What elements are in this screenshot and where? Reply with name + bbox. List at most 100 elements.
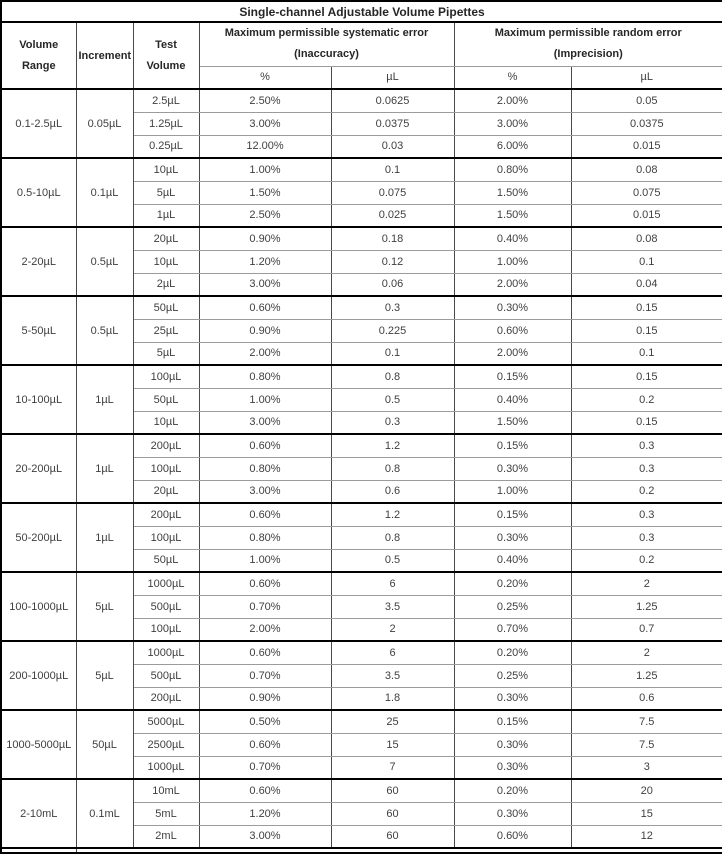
random-ul-cell: 0.08: [570, 157, 722, 182]
table-row: 0.1-2.5µL 0.05µL 2.5µL 2.50% 0.0625 2.00% 0.05: [0, 88, 722, 159]
systematic-pct-cell: 1.00%: [198, 548, 332, 573]
test-volume-cell: 1µL: [132, 203, 200, 228]
random-ul-cell: 0.1: [570, 249, 722, 274]
random-ul-cell: 0.3: [570, 525, 722, 550]
systematic-pct-cell: 0.60%: [198, 571, 332, 596]
random-pct-cell: 0.15%: [453, 433, 572, 458]
increment-cell: 0.1µL: [75, 157, 134, 228]
table-row: 100-1000µL 5µL 1000µL 0.60% 6 0.20% 2: [0, 571, 722, 642]
random-ul-cell: 0.04: [570, 272, 722, 297]
systematic-ul-cell: 0.06: [330, 272, 455, 297]
systematic-ul-cell: 0.225: [330, 318, 455, 343]
systematic-ul-cell: 3.5: [330, 663, 455, 688]
table-row: 1µL 2.50% 0.025 1.50% 0.015: [1, 203, 722, 228]
test-volume-cell: 20µL: [132, 226, 200, 251]
random-pct-cell: 0.40%: [453, 387, 572, 412]
increment-cell: 1µL: [75, 364, 134, 435]
random-pct-cell: 0.15%: [453, 364, 572, 389]
random-pct-cell: 0.30%: [453, 686, 572, 711]
table-row: 2-20µL 0.5µL 20µL 0.90% 0.18 0.40% 0.08: [0, 226, 722, 297]
table-body: 0.1-2.5µL 0.05µL 2.5µL 2.50% 0.0625 2.00% 0.05…: [0, 88, 722, 849]
table-row: 5µL 1.50% 0.075 1.50% 0.075: [1, 180, 722, 205]
table-row: 0.5-10µL 0.1µL 10µL 1.00% 0.1 0.80% 0.08: [0, 157, 722, 228]
cutoff-cell-volume-range: [0, 847, 77, 853]
random-pct-cell: 0.15%: [453, 502, 572, 527]
systematic-ul-cell: 1.8: [330, 686, 455, 711]
random-ul-cell: 0.7: [570, 617, 722, 642]
subheader-row: % µL % µL: [1, 65, 722, 90]
test-volume-cell: 20µL: [132, 479, 200, 504]
header-row: Volume Range Increment Test Volume Maxim…: [0, 21, 722, 90]
cutoff-cell-rest: [75, 847, 722, 853]
systematic-pct-cell: 0.50%: [198, 709, 332, 734]
table-row: 25µL 0.90% 0.225 0.60% 0.15: [1, 318, 722, 343]
increment-cell: 5µL: [75, 571, 134, 642]
volume-range-cell: 50-200µL: [0, 502, 77, 573]
test-volume-cell: 100µL: [132, 617, 200, 642]
systematic-pct-cell: 0.60%: [198, 433, 332, 458]
systematic-pct-cell: 12.00%: [198, 134, 332, 159]
col-header-test-volume-line1: Test: [155, 38, 177, 51]
table-row: 200-1000µL 5µL 1000µL 0.60% 6 0.20% 2: [0, 640, 722, 711]
table-row: 50µL 1.00% 0.5 0.40% 0.2: [1, 387, 722, 412]
volume-range-cell: 2-20µL: [0, 226, 77, 297]
systematic-pct-cell: 1.20%: [198, 249, 332, 274]
random-pct-cell: 6.00%: [453, 134, 572, 159]
random-ul-cell: 2: [570, 640, 722, 665]
random-ul-cell: 0.0375: [570, 111, 722, 136]
random-pct-cell: 1.00%: [453, 249, 572, 274]
systematic-ul-cell: 7: [330, 755, 455, 780]
random-ul-cell: 0.1: [570, 341, 722, 366]
col-header-systematic-error-line2: (Inaccuracy): [294, 48, 359, 61]
random-ul-cell: 2: [570, 571, 722, 596]
table-row: 100µL 2.00% 2 0.70% 0.7: [1, 617, 722, 642]
random-pct-cell: 1.50%: [453, 180, 572, 205]
random-pct-cell: 0.30%: [453, 801, 572, 826]
table-row: 0.25µL 12.00% 0.03 6.00% 0.015: [1, 134, 722, 159]
test-volume-cell: 2mL: [132, 824, 200, 849]
random-ul-cell: 7.5: [570, 709, 722, 734]
table-row: 5mL 1.20% 60 0.30% 15: [1, 801, 722, 826]
random-pct-cell: 0.60%: [453, 824, 572, 849]
systematic-pct-cell: 0.70%: [198, 663, 332, 688]
random-pct-cell: 0.20%: [453, 640, 572, 665]
random-ul-cell: 0.015: [570, 134, 722, 159]
random-pct-cell: 2.00%: [453, 272, 572, 297]
systematic-pct-cell: 1.20%: [198, 801, 332, 826]
test-volume-cell: 5µL: [132, 341, 200, 366]
random-pct-cell: 0.20%: [453, 778, 572, 803]
random-pct-cell: 0.30%: [453, 755, 572, 780]
random-ul-cell: 0.15: [570, 410, 722, 435]
random-ul-cell: 3: [570, 755, 722, 780]
random-ul-cell: 0.15: [570, 318, 722, 343]
test-volume-cell: 2.5µL: [132, 88, 200, 113]
systematic-ul-cell: 0.3: [330, 410, 455, 435]
systematic-ul-cell: 0.5: [330, 548, 455, 573]
systematic-ul-cell: 0.18: [330, 226, 455, 251]
random-ul-cell: 0.15: [570, 364, 722, 389]
systematic-ul-cell: 2: [330, 617, 455, 642]
test-volume-cell: 5000µL: [132, 709, 200, 734]
systematic-ul-cell: 3.5: [330, 594, 455, 619]
subheader-systematic-ul: µL: [330, 65, 455, 90]
random-pct-cell: 1.50%: [453, 410, 572, 435]
table-row: 50µL 1.00% 0.5 0.40% 0.2: [1, 548, 722, 573]
random-pct-cell: 0.30%: [453, 456, 572, 481]
systematic-ul-cell: 0.0625: [330, 88, 455, 113]
test-volume-cell: 10mL: [132, 778, 200, 803]
random-pct-cell: 0.30%: [453, 525, 572, 550]
random-ul-cell: 0.2: [570, 548, 722, 573]
random-pct-cell: 2.00%: [453, 341, 572, 366]
volume-range-cell: 20-200µL: [0, 433, 77, 504]
random-pct-cell: 1.00%: [453, 479, 572, 504]
col-header-volume-range: Volume Range: [0, 21, 77, 90]
increment-cell: 0.5µL: [75, 295, 134, 366]
random-ul-cell: 0.3: [570, 433, 722, 458]
table-row: 10µL 3.00% 0.3 1.50% 0.15: [1, 410, 722, 435]
volume-range-cell: 0.5-10µL: [0, 157, 77, 228]
table-row: 10-100µL 1µL 100µL 0.80% 0.8 0.15% 0.15: [0, 364, 722, 435]
test-volume-cell: 50µL: [132, 387, 200, 412]
random-ul-cell: 0.015: [570, 203, 722, 228]
systematic-ul-cell: 0.8: [330, 456, 455, 481]
